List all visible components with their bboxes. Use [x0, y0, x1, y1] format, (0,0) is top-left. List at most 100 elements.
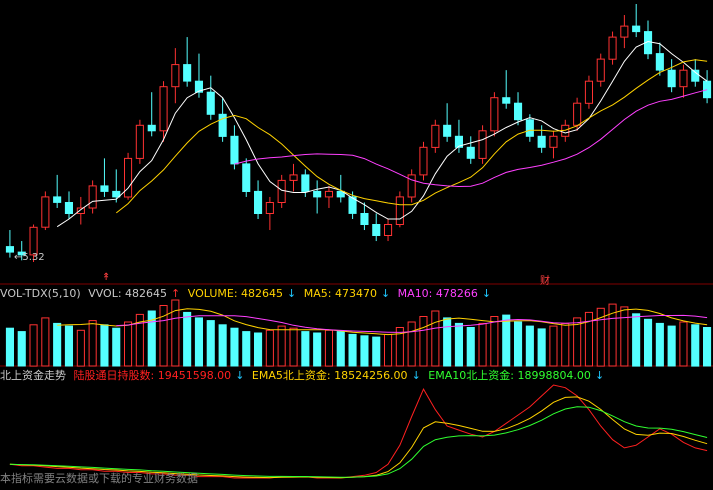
flow-title: 北上资金走势 — [0, 369, 66, 382]
candle-body — [549, 135, 558, 148]
volume-bar — [384, 333, 393, 367]
volume-bar — [254, 332, 263, 367]
northbound-line — [9, 384, 708, 479]
ma10-value: MA10: 478266 — [397, 287, 478, 300]
candle-body — [206, 91, 215, 115]
volume-bar — [324, 329, 333, 367]
volume-bar — [124, 321, 133, 367]
ema10-line — [9, 406, 708, 478]
volume-bar — [242, 331, 251, 367]
candle-body — [265, 202, 274, 214]
ma10-price-line — [115, 59, 708, 214]
volume-bar — [419, 316, 428, 367]
candle-body — [41, 196, 50, 228]
volume-bar — [348, 333, 357, 367]
price-low-label: ←5.32 — [14, 252, 45, 263]
volume-bar — [478, 322, 487, 367]
vol-ma10-line — [116, 314, 708, 333]
volume-bar — [584, 311, 594, 367]
volume-bar — [395, 327, 404, 367]
candle-body — [171, 64, 180, 88]
volume-bar — [691, 324, 700, 367]
holding-value: 陆股通日持股数: 19451598.00 — [73, 369, 232, 382]
volume-bar — [703, 327, 712, 367]
volume-bar — [100, 324, 109, 367]
volume-bar — [76, 329, 85, 367]
candle-body — [502, 97, 511, 104]
candle-body — [691, 69, 700, 82]
volume-bar — [29, 324, 38, 367]
candle-body — [135, 124, 144, 159]
candle-body — [29, 226, 38, 256]
volume-bar — [5, 327, 14, 367]
volume-bar — [573, 317, 582, 367]
candle-body — [360, 213, 369, 225]
volume-bar — [502, 314, 511, 367]
ema5-line — [9, 396, 708, 479]
candle-body — [384, 224, 393, 236]
ma5-price-line — [56, 40, 708, 228]
candle-body — [608, 36, 617, 60]
volume-bar — [301, 331, 310, 367]
ma5-value: MA5: 473470 — [303, 287, 377, 300]
candle-body — [667, 69, 676, 88]
candle-body — [183, 64, 192, 82]
volume-bar — [88, 320, 97, 367]
candle-body — [443, 124, 452, 137]
volume-bar — [407, 321, 416, 367]
candle-body — [5, 246, 14, 253]
candle-body — [596, 58, 605, 82]
volume-bar — [265, 329, 274, 367]
volume-bar — [194, 317, 203, 367]
volume-bar — [431, 310, 440, 367]
candle-body — [679, 69, 688, 88]
volume-bar — [183, 311, 192, 367]
volume-bar — [159, 305, 168, 367]
candle-body — [514, 102, 523, 121]
candle-body — [76, 207, 85, 214]
volume-bar — [289, 327, 298, 367]
volume-bar — [336, 331, 345, 367]
volume-bar — [644, 318, 653, 367]
volume-bar — [466, 327, 475, 367]
candle-body — [478, 130, 487, 159]
vvol-value: VVOL: 482645 — [88, 287, 168, 300]
volume-bar — [525, 325, 534, 367]
volume-bar — [277, 325, 286, 367]
candle-body — [64, 202, 74, 214]
volume-bar — [490, 316, 499, 367]
candle-body — [147, 124, 156, 132]
ema10-value: EMA10北上资金: 18998804.00 — [428, 369, 591, 382]
candle-body — [419, 146, 428, 176]
candle-body — [124, 157, 133, 198]
ma20-price-line — [234, 89, 708, 188]
candle-body — [159, 86, 168, 132]
volume-bar — [549, 325, 558, 367]
candle-body — [100, 185, 109, 192]
volume-bar — [64, 325, 74, 367]
candle-body — [395, 196, 404, 225]
vol-indicator-name: VOL-TDX(5,10) — [0, 287, 81, 300]
candle-body — [313, 190, 322, 198]
candle-body — [242, 163, 251, 192]
volume-header: VOL-TDX(5,10) VVOL: 482645 ↑ VOLUME: 4826… — [0, 287, 492, 300]
volume-bar — [454, 322, 463, 367]
candle-body — [277, 179, 286, 203]
candle-body — [218, 113, 227, 137]
candle-body — [407, 174, 416, 198]
candle-body — [336, 190, 345, 198]
candle-body — [655, 53, 664, 71]
candle-body — [53, 196, 62, 203]
candle-body — [194, 80, 203, 93]
volume-bar — [112, 327, 121, 367]
candle-body — [703, 80, 712, 99]
volume-bar — [443, 317, 452, 367]
candle-body — [301, 174, 310, 192]
footer-note: 本指标需要云数据或下载的专业财务数据 — [0, 472, 198, 485]
volume-bar — [147, 310, 156, 367]
volume-bar — [608, 303, 617, 367]
candle-body — [372, 224, 381, 236]
volume-bar — [230, 327, 239, 367]
flow-header: 北上资金走势 陆股通日持股数: 19451598.00 ↓ EMA5北上资金: 1… — [0, 369, 605, 382]
